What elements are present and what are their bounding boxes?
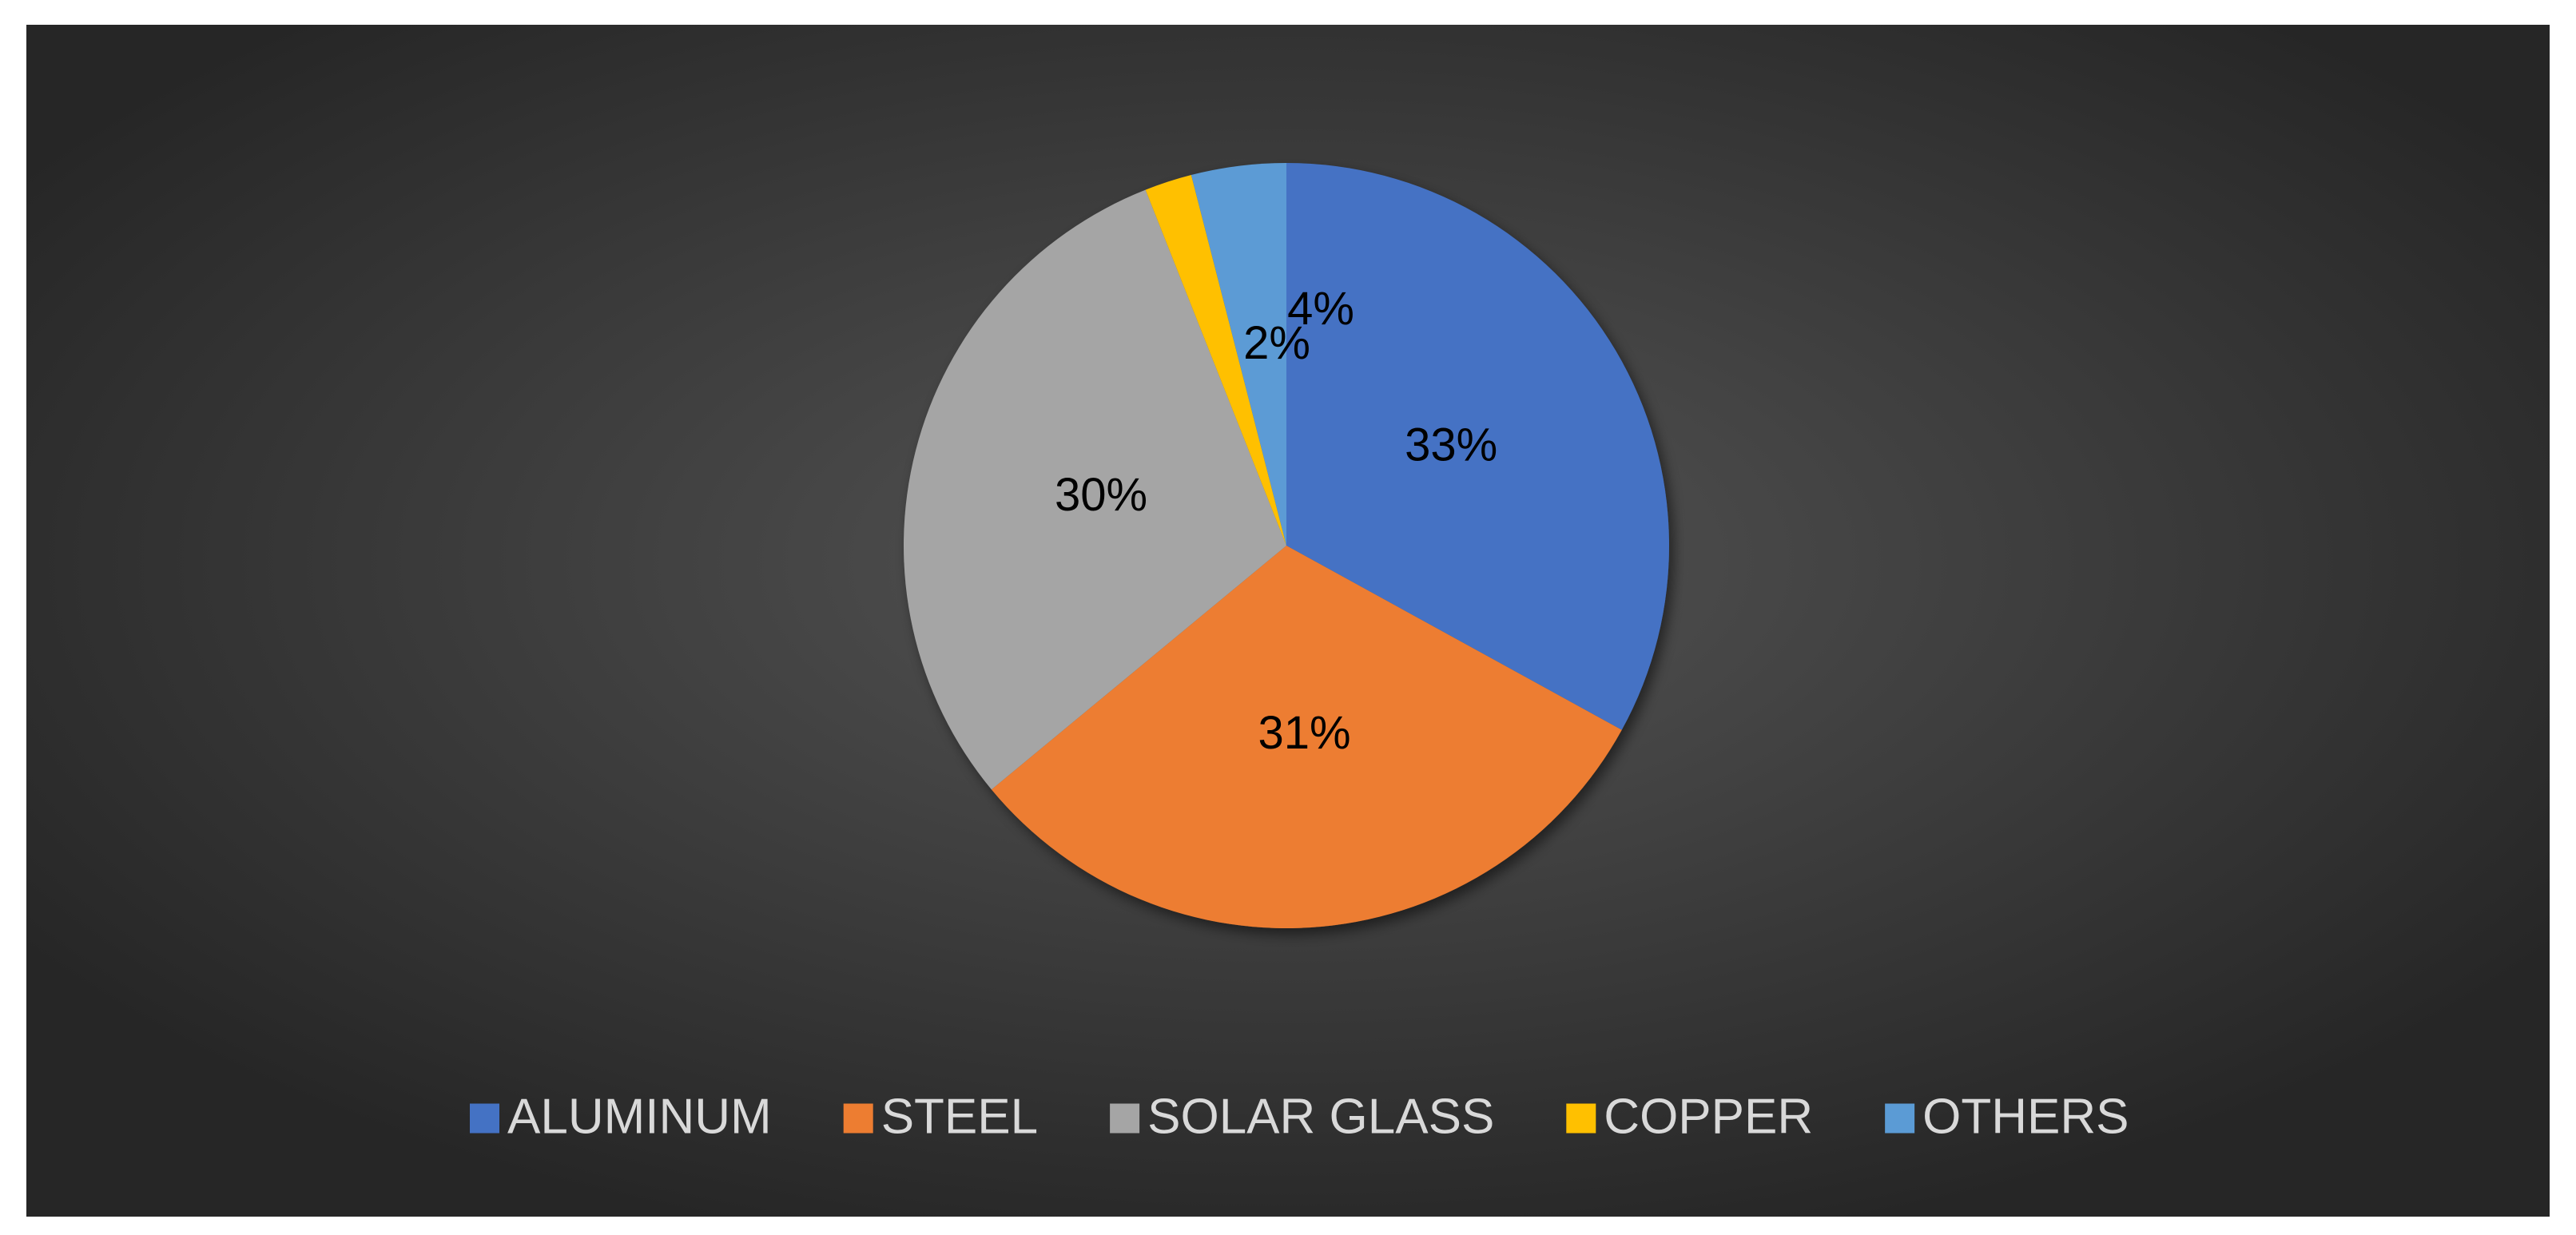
data-label: 31% [1258, 707, 1350, 759]
pie-slice [1191, 163, 1286, 546]
legend-marker [1110, 1103, 1140, 1134]
data-label: 4% [1287, 283, 1354, 335]
legend-label: STEEL [881, 1089, 1038, 1144]
data-label: 33% [1405, 419, 1497, 471]
pie-slice [991, 546, 1622, 928]
pie [904, 163, 1669, 928]
legend-label: SOLAR GLASS [1147, 1089, 1494, 1144]
pie-slice [1145, 175, 1286, 546]
legend-marker [1885, 1103, 1915, 1134]
legend-marker [470, 1103, 499, 1134]
legend-marker [843, 1103, 873, 1134]
legend-label: OTHERS [1922, 1089, 2129, 1144]
legend: ALUMINUM STEEL SOLAR GLASS COPPER OTHERS [470, 1089, 2129, 1144]
legend-label: COPPER [1604, 1089, 1813, 1144]
data-labels: 33% 31% 30% 2%4% [1055, 283, 1497, 759]
legend-marker [1566, 1103, 1596, 1134]
pie-slice [904, 189, 1286, 790]
data-label: 30% [1055, 469, 1147, 521]
data-label: 2% [1243, 317, 1310, 369]
legend-label: ALUMINUM [507, 1089, 772, 1144]
pie-slice [1286, 163, 1669, 730]
